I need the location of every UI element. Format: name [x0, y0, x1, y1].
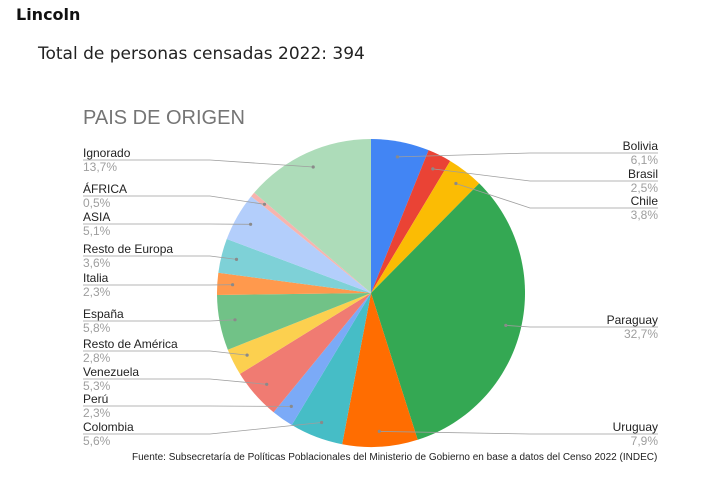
leader-dot-resto-de-europa: [234, 257, 239, 261]
leader-line-africa: [83, 195, 265, 205]
slice-value-chile: 3,8%: [631, 208, 659, 222]
slice-label-asia: ASIA: [83, 210, 110, 224]
leader-line-paraguay: [505, 325, 658, 328]
leader-dot-uruguay: [377, 429, 381, 433]
leader-line-resto-de-europa: [83, 255, 237, 260]
pie-slice-ignorado: [254, 139, 371, 293]
pie-slice-brasil: [371, 150, 451, 293]
pie-slice-espana: [217, 293, 371, 350]
slice-value-colombia: 5,6%: [83, 434, 111, 448]
leader-dot-resto-de-america: [245, 353, 249, 357]
pie-slice-italia: [216, 272, 371, 295]
slice-value-africa: 0,5%: [83, 196, 111, 210]
leader-dot-colombia: [320, 420, 324, 425]
slice-label-chile: Chile: [631, 194, 659, 208]
slice-label-peru: Perú: [83, 392, 108, 406]
leader-line-ignorado: [83, 159, 314, 168]
slice-value-paraguay: 32,7%: [624, 327, 658, 341]
pie-slice-resto-de-europa: [218, 239, 371, 293]
slice-label-venezuela: Venezuela: [83, 365, 139, 379]
leader-line-uruguay: [379, 431, 658, 435]
pie-slice-peru: [273, 293, 371, 426]
leader-line-colombia: [83, 422, 322, 435]
leader-line-espana: [83, 319, 236, 322]
slice-value-peru: 2,3%: [83, 406, 111, 420]
slice-label-ignorado: Ignorado: [83, 146, 131, 160]
slice-value-resto-de-america: 2,8%: [83, 351, 111, 365]
pie-slice-resto-de-america: [227, 293, 371, 374]
slice-label-espana: España: [83, 307, 124, 321]
pie-slice-venezuela: [239, 293, 371, 413]
pie-slice-uruguay: [342, 293, 418, 447]
leader-line-resto-de-america: [83, 350, 248, 356]
slice-label-brasil: Brasil: [628, 167, 658, 181]
slice-value-resto-de-europa: 3,6%: [83, 256, 111, 270]
slice-label-paraguay: Paraguay: [607, 313, 658, 327]
leader-dot-bolivia: [395, 155, 399, 159]
page-title: Lincoln: [16, 5, 81, 24]
chart-title: PAIS DE ORIGEN: [83, 107, 245, 129]
slice-value-brasil: 2,5%: [631, 181, 659, 195]
slice-label-resto-de-america: Resto de América: [83, 337, 178, 351]
slice-value-ignorado: 13,7%: [83, 160, 117, 174]
leader-dot-africa: [262, 202, 267, 206]
source-note: Fuente: Subsecretaría de Políticas Pobla…: [132, 452, 658, 463]
slice-label-uruguay: Uruguay: [613, 420, 658, 434]
leader-dot-paraguay: [504, 323, 508, 327]
slice-value-venezuela: 5,3%: [83, 379, 111, 393]
pie-slice-chile: [371, 160, 480, 293]
pie-slice-colombia: [291, 293, 371, 445]
pie-slices: [216, 139, 526, 447]
leader-line-bolivia: [397, 152, 658, 158]
leader-dot-asia: [249, 222, 253, 226]
slice-label-italia: Italia: [83, 271, 109, 285]
leader-dot-venezuela: [265, 382, 269, 386]
slice-value-uruguay: 7,9%: [631, 434, 659, 448]
slice-value-asia: 5,1%: [83, 224, 111, 238]
leader-line-venezuela: [83, 378, 267, 385]
slice-value-italia: 2,3%: [83, 285, 111, 299]
pie-slice-asia: [226, 196, 371, 293]
slice-label-bolivia: Bolivia: [623, 139, 659, 153]
slice-label-colombia: Colombia: [83, 420, 134, 434]
leader-dot-ignorado: [311, 165, 315, 169]
leader-line-chile: [455, 183, 658, 209]
pie-slice-bolivia: [371, 139, 429, 293]
page-subtitle: Total de personas censadas 2022: 394: [38, 44, 365, 64]
slice-label-resto-de-europa: Resto de Europa: [83, 242, 173, 256]
pie-slice-paraguay: [371, 183, 526, 440]
slice-value-espana: 5,8%: [83, 321, 111, 335]
leader-line-brasil: [432, 168, 658, 182]
slice-value-bolivia: 6,1%: [631, 153, 659, 167]
leader-dot-chile: [454, 181, 458, 186]
pie-slice-africa: [251, 192, 371, 293]
slice-label-africa: ÁFRICA: [83, 181, 127, 196]
leader-dot-brasil: [431, 167, 435, 171]
leader-dot-italia: [231, 283, 235, 287]
leader-dot-espana: [233, 318, 237, 322]
leader-dot-peru: [289, 404, 293, 408]
